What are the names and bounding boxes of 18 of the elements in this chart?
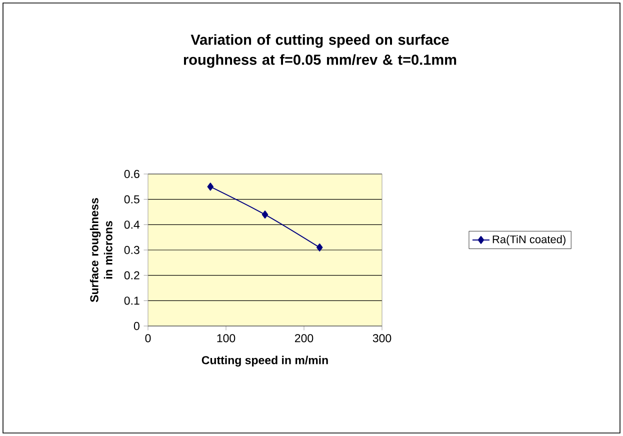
point [316, 243, 323, 252]
y-axis-title: Surface roughness in microns [90, 198, 112, 302]
x-axis-title: Cutting speed in m/min [202, 356, 328, 367]
x-tick-label: 300 [372, 334, 392, 342]
y-tick-label: 0.2 [124, 271, 140, 280]
chart-title: Variation of cutting speed on surface roughness at f=0.05 mm/rev & t=0.1mm [184, 34, 456, 68]
legend-label: Ra(TiN coated) [492, 235, 566, 246]
x-tick-label: 100 [217, 334, 236, 342]
y-tick-label: 0 [134, 322, 140, 330]
y-tick-label: 0.5 [124, 195, 140, 204]
point [262, 210, 268, 219]
point [207, 182, 214, 191]
y-tick-label: 0.3 [124, 246, 140, 254]
y-tick-label: 0.4 [124, 220, 140, 229]
y-tick-label: 0.1 [124, 296, 140, 305]
y-tick-label: 0.6 [124, 170, 140, 178]
x-tick-label: 200 [294, 334, 314, 342]
x-tick-label: 0 [145, 334, 151, 342]
